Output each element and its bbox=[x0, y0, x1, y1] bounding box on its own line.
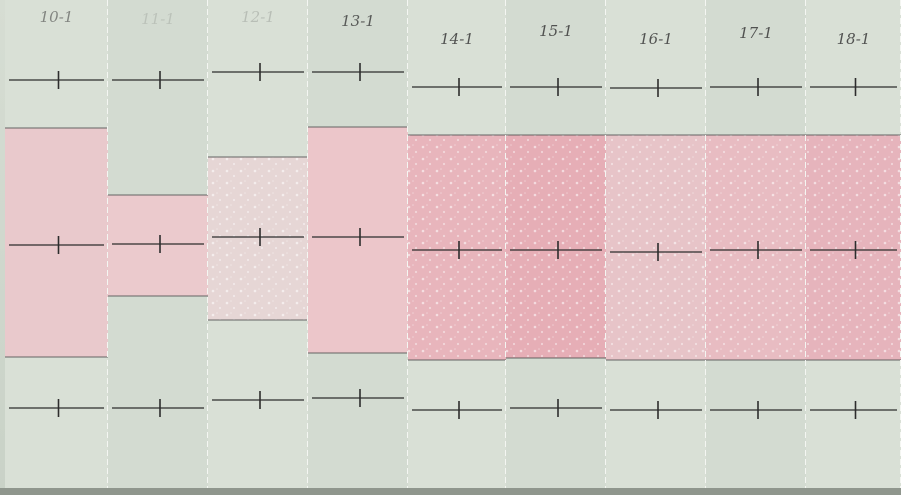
fracture-texture bbox=[506, 135, 606, 358]
fracture-texture bbox=[606, 135, 706, 360]
fracture-texture bbox=[706, 135, 806, 360]
strip-label: 14-1 bbox=[440, 30, 474, 48]
fracture-texture bbox=[208, 157, 308, 320]
pink-bond-area bbox=[5, 128, 108, 357]
pink-bond-area bbox=[108, 195, 208, 296]
pink-bond-area bbox=[308, 127, 408, 353]
photo: 10-1 11-1 12-1 13-1 14-1 15-1 16-1 17-1 18-1 bbox=[0, 0, 901, 495]
fracture-texture bbox=[408, 135, 506, 360]
bottom-edge bbox=[0, 488, 901, 495]
strip-label: 16-1 bbox=[639, 30, 673, 48]
strip-label: 15-1 bbox=[539, 22, 573, 40]
strip-label: 11-1 bbox=[141, 10, 175, 28]
fracture-texture bbox=[806, 135, 901, 360]
strip-label: 10-1 bbox=[40, 8, 74, 26]
strip-label: 12-1 bbox=[241, 8, 275, 26]
strip-label: 13-1 bbox=[341, 12, 375, 30]
strip-label: 18-1 bbox=[837, 30, 871, 48]
strip-label: 17-1 bbox=[739, 24, 773, 42]
